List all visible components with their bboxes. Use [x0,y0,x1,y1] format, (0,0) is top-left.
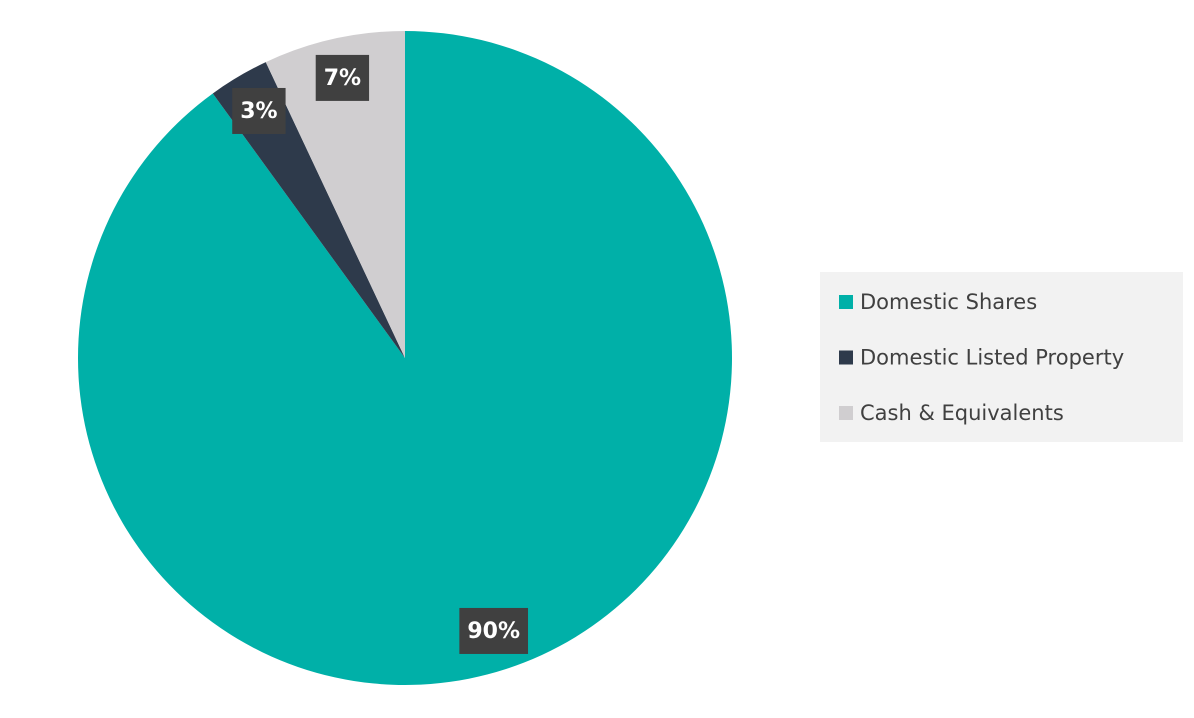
data-label: 90% [467,619,520,644]
legend-swatch [839,350,853,365]
pie-slice [265,31,405,358]
data-label-box [232,87,286,134]
data-label: 7% [324,66,361,91]
pie-slice [77,31,732,685]
data-label-box [315,54,370,101]
legend-swatch [839,295,853,309]
legend-label: Domestic Shares [860,290,1037,314]
legend-box [820,272,1183,442]
legend-label: Domestic Listed Property [860,346,1124,370]
data-label-box [459,607,529,654]
legend-label: Cash & Equivalents [860,401,1064,425]
legend-swatch [839,406,853,420]
pie-slice [212,62,405,359]
data-label: 3% [240,99,277,124]
